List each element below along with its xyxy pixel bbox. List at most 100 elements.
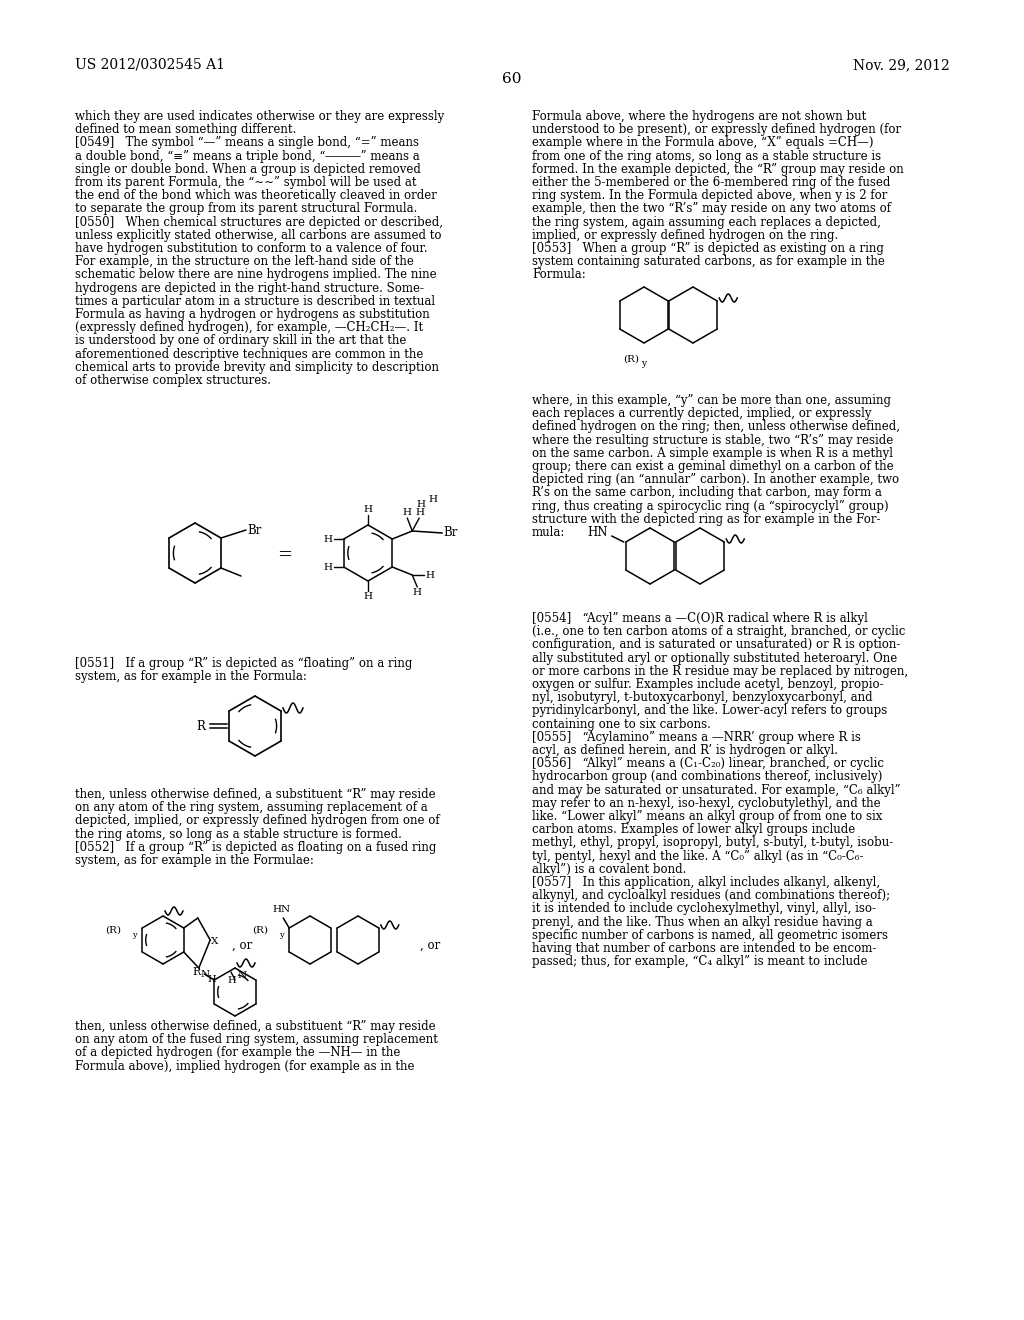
Text: group; there can exist a geminal dimethyl on a carbon of the: group; there can exist a geminal dimethy… xyxy=(532,459,894,473)
Text: aforementioned descriptive techniques are common in the: aforementioned descriptive techniques ar… xyxy=(75,347,423,360)
Text: where the resulting structure is stable, two “R’s” may reside: where the resulting structure is stable,… xyxy=(532,433,893,446)
Text: , or: , or xyxy=(420,939,440,952)
Text: configuration, and is saturated or unsaturated) or R is option-: configuration, and is saturated or unsat… xyxy=(532,639,900,651)
Text: alkynyl, and cycloalkyl residues (and combinations thereof);: alkynyl, and cycloalkyl residues (and co… xyxy=(532,890,890,902)
Text: like. “Lower alkyl” means an alkyl group of from one to six: like. “Lower alkyl” means an alkyl group… xyxy=(532,810,883,822)
Text: H: H xyxy=(416,508,425,517)
Text: single or double bond. When a group is depicted removed: single or double bond. When a group is d… xyxy=(75,162,421,176)
Text: H: H xyxy=(413,587,422,597)
Text: mula:: mula: xyxy=(532,525,565,539)
Text: H: H xyxy=(364,591,373,601)
Text: is understood by one of ordinary skill in the art that the: is understood by one of ordinary skill i… xyxy=(75,334,407,347)
Text: HN: HN xyxy=(587,527,608,540)
Text: or more carbons in the R residue may be replaced by nitrogen,: or more carbons in the R residue may be … xyxy=(532,665,908,677)
Text: [0556]   “Alkyl” means a (C₁-C₂₀) linear, branched, or cyclic: [0556] “Alkyl” means a (C₁-C₂₀) linear, … xyxy=(532,758,884,770)
Text: formed. In the example depicted, the “R” group may reside on: formed. In the example depicted, the “R”… xyxy=(532,162,904,176)
Text: then, unless otherwise defined, a substituent “R” may reside: then, unless otherwise defined, a substi… xyxy=(75,788,435,801)
Text: H: H xyxy=(425,570,434,579)
Text: on any atom of the ring system, assuming replacement of a: on any atom of the ring system, assuming… xyxy=(75,801,428,814)
Text: of otherwise complex structures.: of otherwise complex structures. xyxy=(75,374,271,387)
Text: H: H xyxy=(208,975,216,983)
Text: example, then the two “R’s” may reside on any two atoms of: example, then the two “R’s” may reside o… xyxy=(532,202,891,215)
Text: each replaces a currently depicted, implied, or expressly: each replaces a currently depicted, impl… xyxy=(532,407,871,420)
Text: acyl, as defined herein, and R’ is hydrogen or alkyl.: acyl, as defined herein, and R’ is hydro… xyxy=(532,744,838,756)
Text: pyridinylcarbonyl, and the like. Lower-acyl refers to groups: pyridinylcarbonyl, and the like. Lower-a… xyxy=(532,705,887,717)
Text: unless explicitly stated otherwise, all carbons are assumed to: unless explicitly stated otherwise, all … xyxy=(75,228,441,242)
Text: (i.e., one to ten carbon atoms of a straight, branched, or cyclic: (i.e., one to ten carbon atoms of a stra… xyxy=(532,626,905,638)
Text: may refer to an n-hexyl, iso-hexyl, cyclobutylethyl, and the: may refer to an n-hexyl, iso-hexyl, cycl… xyxy=(532,797,881,809)
Text: H: H xyxy=(227,975,237,985)
Text: HN: HN xyxy=(272,906,290,913)
Text: then, unless otherwise defined, a substituent “R” may reside: then, unless otherwise defined, a substi… xyxy=(75,1020,435,1034)
Text: the ring system, again assuming each replaces a depicted,: the ring system, again assuming each rep… xyxy=(532,215,881,228)
Text: structure with the depicted ring as for example in the For-: structure with the depicted ring as for … xyxy=(532,512,881,525)
Text: depicted, implied, or expressly defined hydrogen from one of: depicted, implied, or expressly defined … xyxy=(75,814,439,828)
Text: specific number of carbons is named, all geometric isomers: specific number of carbons is named, all… xyxy=(532,929,888,941)
Text: to separate the group from its parent structural Formula.: to separate the group from its parent st… xyxy=(75,202,418,215)
Text: (R): (R) xyxy=(105,925,121,935)
Text: H: H xyxy=(364,506,373,513)
Text: system, as for example in the Formula:: system, as for example in the Formula: xyxy=(75,671,307,684)
Text: and may be saturated or unsaturated. For example, “C₆ alkyl”: and may be saturated or unsaturated. For… xyxy=(532,784,901,796)
Text: containing one to six carbons.: containing one to six carbons. xyxy=(532,718,711,730)
Text: US 2012/0302545 A1: US 2012/0302545 A1 xyxy=(75,58,225,73)
Text: the ring atoms, so long as a stable structure is formed.: the ring atoms, so long as a stable stru… xyxy=(75,828,401,841)
Text: [0552]   If a group “R” is depicted as floating on a fused ring: [0552] If a group “R” is depicted as flo… xyxy=(75,841,436,854)
Text: Formula above, where the hydrogens are not shown but: Formula above, where the hydrogens are n… xyxy=(532,110,866,123)
Text: Br: Br xyxy=(443,527,458,540)
Text: ring, thus creating a spirocyclic ring (a “spirocyclyl” group): ring, thus creating a spirocyclic ring (… xyxy=(532,499,889,512)
Text: H: H xyxy=(429,495,437,504)
Text: passed; thus, for example, “C₄ alkyl” is meant to include: passed; thus, for example, “C₄ alkyl” is… xyxy=(532,956,867,968)
Text: Formula as having a hydrogen or hydrogens as substitution: Formula as having a hydrogen or hydrogen… xyxy=(75,308,430,321)
Text: on any atom of the fused ring system, assuming replacement: on any atom of the fused ring system, as… xyxy=(75,1034,438,1047)
Text: system containing saturated carbons, as for example in the: system containing saturated carbons, as … xyxy=(532,255,885,268)
Text: H: H xyxy=(324,535,333,544)
Text: a double bond, “≡” means a triple bond, “―――” means a: a double bond, “≡” means a triple bond, … xyxy=(75,149,420,162)
Text: [0549]   The symbol “—” means a single bond, “=” means: [0549] The symbol “—” means a single bon… xyxy=(75,136,419,149)
Text: R: R xyxy=(197,721,205,734)
Text: y: y xyxy=(279,931,284,939)
Text: alkyl”) is a covalent bond.: alkyl”) is a covalent bond. xyxy=(532,863,686,875)
Text: H: H xyxy=(324,562,333,572)
Text: (R): (R) xyxy=(252,925,268,935)
Text: it is intended to include cyclohexylmethyl, vinyl, allyl, iso-: it is intended to include cyclohexylmeth… xyxy=(532,903,876,915)
Text: N: N xyxy=(238,972,247,979)
Text: Nov. 29, 2012: Nov. 29, 2012 xyxy=(853,58,950,73)
Text: chemical arts to provide brevity and simplicity to description: chemical arts to provide brevity and sim… xyxy=(75,360,439,374)
Text: prenyl, and the like. Thus when an alkyl residue having a: prenyl, and the like. Thus when an alkyl… xyxy=(532,916,872,928)
Text: hydrocarbon group (and combinations thereof, inclusively): hydrocarbon group (and combinations ther… xyxy=(532,771,883,783)
Text: (R): (R) xyxy=(623,355,639,364)
Text: methyl, ethyl, propyl, isopropyl, butyl, s-butyl, t-butyl, isobu-: methyl, ethyl, propyl, isopropyl, butyl,… xyxy=(532,837,893,849)
Text: [0557]   In this application, alkyl includes alkanyl, alkenyl,: [0557] In this application, alkyl includ… xyxy=(532,876,880,888)
Text: understood to be present), or expressly defined hydrogen (for: understood to be present), or expressly … xyxy=(532,123,901,136)
Text: y: y xyxy=(641,359,646,368)
Text: on the same carbon. A simple example is when R is a methyl: on the same carbon. A simple example is … xyxy=(532,446,893,459)
Text: [0554]   “Acyl” means a —C(O)R radical where R is alkyl: [0554] “Acyl” means a —C(O)R radical whe… xyxy=(532,612,868,624)
Text: having that number of carbons are intended to be encom-: having that number of carbons are intend… xyxy=(532,942,877,954)
Text: either the 5-membered or the 6-membered ring of the fused: either the 5-membered or the 6-membered … xyxy=(532,176,891,189)
Text: (expressly defined hydrogen), for example, —CH₂CH₂—. It: (expressly defined hydrogen), for exampl… xyxy=(75,321,423,334)
Text: 60: 60 xyxy=(502,73,522,86)
Text: of a depicted hydrogen (for example the —NH— in the: of a depicted hydrogen (for example the … xyxy=(75,1047,400,1060)
Text: =: = xyxy=(278,546,293,564)
Text: system, as for example in the Formulae:: system, as for example in the Formulae: xyxy=(75,854,314,867)
Text: hydrogens are depicted in the right-hand structure. Some-: hydrogens are depicted in the right-hand… xyxy=(75,281,424,294)
Text: H: H xyxy=(402,508,412,517)
Text: tyl, pentyl, hexyl and the like. A “C₀” alkyl (as in “C₀-C₆-: tyl, pentyl, hexyl and the like. A “C₀” … xyxy=(532,850,863,862)
Text: defined to mean something different.: defined to mean something different. xyxy=(75,123,296,136)
Text: Formula:: Formula: xyxy=(532,268,586,281)
Text: depicted ring (an “annular” carbon). In another example, two: depicted ring (an “annular” carbon). In … xyxy=(532,473,899,486)
Text: carbon atoms. Examples of lower alkyl groups include: carbon atoms. Examples of lower alkyl gr… xyxy=(532,824,855,836)
Text: from one of the ring atoms, so long as a stable structure is: from one of the ring atoms, so long as a… xyxy=(532,149,881,162)
Text: R’s on the same carbon, including that carbon, may form a: R’s on the same carbon, including that c… xyxy=(532,486,882,499)
Text: from its parent Formula, the “∼∼” symbol will be used at: from its parent Formula, the “∼∼” symbol… xyxy=(75,176,417,189)
Text: [0550]   When chemical structures are depicted or described,: [0550] When chemical structures are depi… xyxy=(75,215,443,228)
Text: the end of the bond which was theoretically cleaved in order: the end of the bond which was theoretica… xyxy=(75,189,437,202)
Text: oxygen or sulfur. Examples include acetyl, benzoyl, propio-: oxygen or sulfur. Examples include acety… xyxy=(532,678,884,690)
Text: [0555]   “Acylamino” means a —NRR’ group where R is: [0555] “Acylamino” means a —NRR’ group w… xyxy=(532,731,861,743)
Text: R: R xyxy=(191,968,201,977)
Text: ring system. In the Formula depicted above, when y is 2 for: ring system. In the Formula depicted abo… xyxy=(532,189,888,202)
Text: N: N xyxy=(201,970,210,979)
Text: H: H xyxy=(417,500,426,510)
Text: y: y xyxy=(132,931,137,939)
